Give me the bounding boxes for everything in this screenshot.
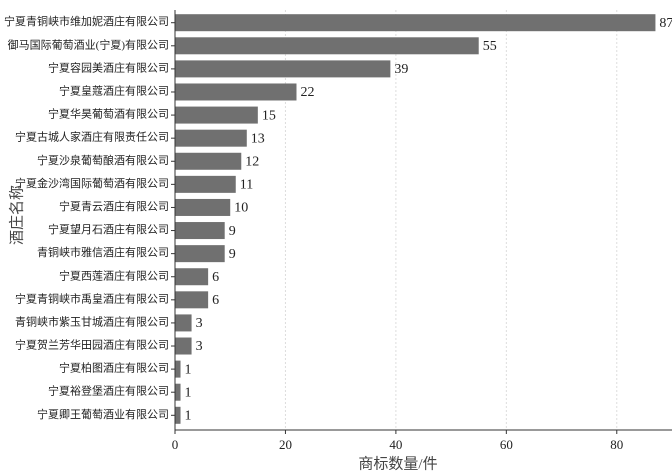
value-label: 3 xyxy=(196,316,203,331)
bar xyxy=(175,175,236,193)
y-tick-label: 宁夏望月石酒庄有限公司 xyxy=(48,222,169,236)
bar xyxy=(175,106,258,124)
y-tick-label: 宁夏青铜峡市禹皇酒庄有限公司 xyxy=(15,291,169,305)
bar xyxy=(175,60,391,78)
value-label: 13 xyxy=(251,131,265,146)
y-tick-label: 宁夏华昊葡萄酒有限公司 xyxy=(48,107,169,121)
value-label: 6 xyxy=(212,270,219,285)
value-label: 1 xyxy=(185,409,192,424)
y-tick-label: 宁夏卿王葡萄酒业有限公司 xyxy=(37,407,169,421)
x-tick-label: 0 xyxy=(172,437,179,452)
y-tick-label: 宁夏皇蔻酒庄有限公司 xyxy=(59,84,169,98)
y-tick-label: 宁夏贺兰芳华田园酒庄有限公司 xyxy=(15,338,169,352)
y-tick-label: 宁夏裕登堡酒庄有限公司 xyxy=(48,384,169,398)
y-tick-label: 宁夏青铜峡市维加妮酒庄有限公司 xyxy=(4,14,169,28)
value-label: 55 xyxy=(483,39,497,54)
bar xyxy=(175,291,209,309)
bar xyxy=(175,406,181,424)
value-label: 9 xyxy=(229,224,236,239)
bar xyxy=(175,360,181,378)
bar xyxy=(175,83,297,101)
x-tick-label: 40 xyxy=(389,437,402,452)
value-label: 11 xyxy=(240,178,253,193)
x-tick-label: 60 xyxy=(500,437,513,452)
value-label: 3 xyxy=(196,339,203,354)
y-tick-label: 宁夏沙泉葡萄酿酒有限公司 xyxy=(37,153,169,167)
value-label: 12 xyxy=(245,154,259,169)
x-axis-title: 商标数量/件 xyxy=(358,455,437,472)
bar xyxy=(175,14,656,32)
x-tick-label: 20 xyxy=(279,437,292,452)
bar xyxy=(175,337,192,355)
bar xyxy=(175,268,209,286)
value-label: 15 xyxy=(262,108,276,123)
y-tick-label: 青铜峡市雅信酒庄有限公司 xyxy=(37,245,169,259)
bar xyxy=(175,222,225,240)
bar xyxy=(175,198,231,216)
value-label: 87 xyxy=(659,16,672,31)
y-tick-label: 宁夏西莲酒庄有限公司 xyxy=(59,268,169,282)
x-tick-label: 80 xyxy=(610,437,623,452)
y-tick-label: 宁夏柏图酒庄有限公司 xyxy=(59,361,169,375)
bar xyxy=(175,245,225,263)
y-tick-label: 御马国际葡萄酒业(宁夏)有限公司 xyxy=(8,37,169,51)
y-tick-label: 青铜峡市紫玉甘城酒庄有限公司 xyxy=(15,314,169,328)
value-label: 9 xyxy=(229,247,236,262)
value-label: 1 xyxy=(185,385,192,400)
bar xyxy=(175,314,192,332)
value-label: 39 xyxy=(394,62,408,77)
value-label: 10 xyxy=(234,201,248,216)
y-axis-title: 酒庄名称 xyxy=(7,185,25,245)
bar xyxy=(175,129,247,147)
bar xyxy=(175,152,242,170)
y-tick-label: 宁夏容园美酒庄有限公司 xyxy=(48,60,169,74)
value-label: 6 xyxy=(212,293,219,308)
bar xyxy=(175,37,479,55)
y-tick-label: 宁夏青云酒庄有限公司 xyxy=(59,199,169,213)
bar xyxy=(175,383,181,401)
value-label: 22 xyxy=(300,85,314,100)
value-label: 1 xyxy=(185,362,192,377)
y-tick-label: 宁夏古城人家酒庄有限责任公司 xyxy=(15,130,169,144)
y-tick-label: 宁夏金沙湾国际葡萄酒有限公司 xyxy=(15,176,169,190)
